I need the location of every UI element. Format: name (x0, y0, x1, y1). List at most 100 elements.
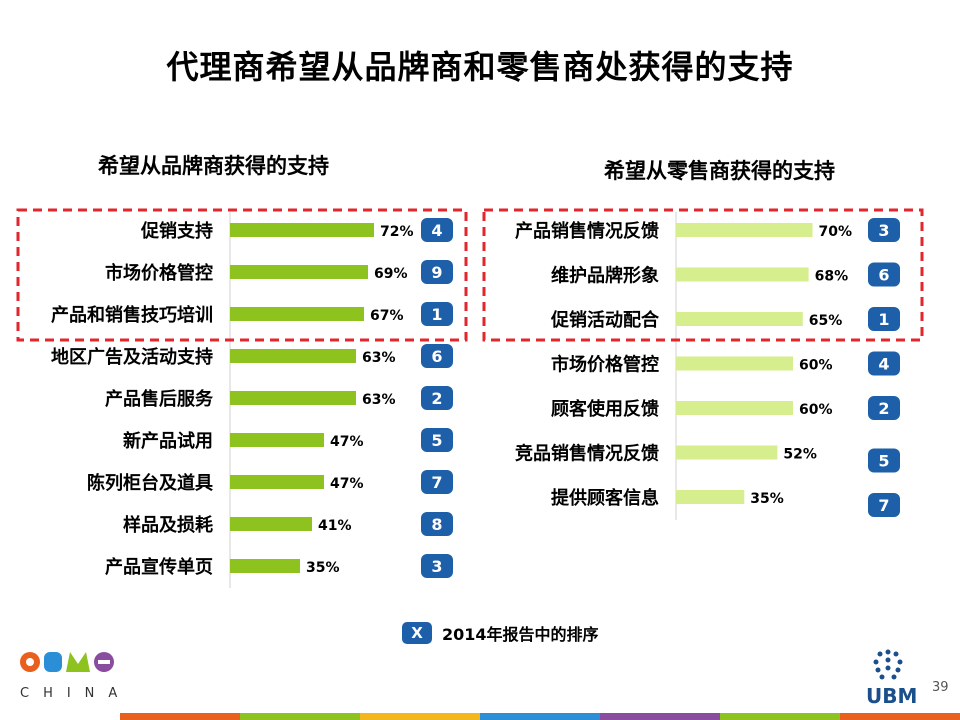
retail-value-label: 65% (809, 313, 843, 329)
strip-segment (120, 713, 240, 720)
retail-category-label: 提供顾客信息 (551, 487, 659, 509)
retail-rank-label: 6 (878, 266, 889, 285)
retail-highlight-box (482, 208, 924, 342)
brand-value-label: 63% (362, 350, 396, 366)
brand-value-label: 69% (374, 266, 408, 282)
retail-value-label: 60% (799, 402, 833, 418)
retail-category-label: 市场价格管控 (551, 354, 659, 376)
brand-category-label: 陈列柜台及道具 (87, 472, 213, 494)
brand-rank-badge (421, 512, 453, 536)
brand-rank-badge (421, 386, 453, 410)
retail-rank-badge (868, 307, 900, 331)
ubm-logo-text: UBM (866, 684, 918, 708)
legend-text: 2014年报告中的排序 (442, 625, 599, 644)
retail-rank-label: 3 (878, 221, 889, 240)
retail-rank-label: 1 (878, 310, 889, 329)
retail-rank-badge (868, 218, 900, 242)
brand-value-label: 47% (330, 476, 364, 492)
strip-segment (720, 713, 840, 720)
retail-bar (676, 445, 778, 460)
retail-value-label: 52% (783, 447, 817, 463)
strip-segment (840, 713, 960, 720)
retail-rank-label: 7 (878, 496, 889, 515)
retail-rank-badge (868, 493, 900, 517)
brand-rank-badge (421, 218, 453, 242)
retail-value-label: 35% (750, 491, 784, 507)
brand-bar (230, 433, 324, 447)
retail-bar (676, 490, 745, 504)
brand-category-label: 新产品试用 (123, 430, 213, 452)
brand-rank-badge (421, 260, 453, 284)
brand-category-label: 产品宣传单页 (105, 556, 213, 578)
retail-bar (676, 312, 803, 326)
brand-rank-label: 3 (431, 557, 442, 576)
retail-chart-title: 希望从零售商获得的支持 (604, 159, 835, 183)
page-number: 39 (932, 680, 949, 695)
retail-category-label: 维护品牌形象 (551, 265, 659, 287)
brand-category-label: 地区广告及活动支持 (51, 346, 213, 368)
brand-value-label: 67% (370, 308, 404, 324)
brand-rank-badge (421, 302, 453, 326)
brand-value-label: 35% (306, 560, 340, 576)
legend-badge: X (402, 622, 432, 644)
retail-rank-badge (868, 448, 900, 473)
brand-bar (230, 349, 356, 363)
retail-bar (676, 356, 793, 371)
brand-bar (230, 475, 324, 489)
strip-segment (360, 713, 480, 720)
brand-rank-label: 1 (431, 305, 442, 324)
brand-value-label: 63% (362, 392, 396, 408)
retail-rank-label: 2 (878, 399, 889, 418)
brand-rank-badge (421, 428, 453, 452)
brand-category-label: 促销支持 (140, 220, 213, 242)
brand-rank-badge (421, 344, 453, 368)
cbme-logo-subtext: CHINA (20, 686, 132, 701)
brand-value-label: 72% (380, 224, 414, 240)
retail-rank-badge (868, 351, 900, 376)
retail-value-label: 70% (819, 224, 853, 240)
retail-value-label: 68% (815, 269, 849, 285)
retail-rank-label: 4 (878, 355, 889, 374)
footer-color-strip (120, 713, 960, 720)
brand-category-label: 样品及损耗 (123, 514, 213, 536)
strip-segment (480, 713, 600, 720)
retail-rank-badge (868, 396, 900, 420)
brand-bar (230, 265, 368, 279)
retail-bar (676, 223, 813, 237)
retail-rank-badge (868, 262, 900, 287)
brand-bar (230, 391, 356, 405)
brand-rank-label: 8 (431, 515, 442, 534)
brand-rank-label: 5 (431, 431, 442, 450)
slide-title: 代理商希望从品牌商和零售商处获得的支持 (166, 48, 794, 86)
brand-bar (230, 559, 300, 573)
brand-bar (230, 223, 374, 237)
brand-category-label: 市场价格管控 (105, 262, 213, 284)
brand-rank-label: 9 (431, 263, 442, 282)
brand-rank-label: 7 (431, 473, 442, 492)
retail-category-label: 竞品销售情况反馈 (515, 443, 659, 465)
retail-category-label: 促销活动配合 (550, 309, 660, 331)
brand-value-label: 47% (330, 434, 364, 450)
brand-category-label: 产品售后服务 (105, 388, 214, 410)
retail-category-label: 顾客使用反馈 (551, 398, 659, 420)
brand-rank-label: 2 (431, 389, 442, 408)
brand-rank-badge (421, 470, 453, 494)
brand-category-label: 产品和销售技巧培训 (51, 304, 213, 326)
legend: X 2014年报告中的排序 (402, 621, 599, 645)
retail-value-label: 60% (799, 358, 833, 374)
strip-segment (600, 713, 720, 720)
brand-chart-title: 希望从品牌商获得的支持 (98, 154, 329, 178)
ubm-logo-icon (873, 649, 903, 680)
brand-rank-badge (421, 554, 453, 578)
brand-bar (230, 517, 312, 531)
retail-category-label: 产品销售情况反馈 (515, 220, 659, 242)
brand-value-label: 41% (318, 518, 352, 534)
brand-rank-label: 4 (431, 221, 442, 240)
strip-segment (240, 713, 360, 720)
cbme-logo-icon (20, 652, 114, 672)
retail-rank-label: 5 (878, 452, 889, 471)
retail-bar (676, 401, 793, 415)
brand-rank-label: 6 (431, 347, 442, 366)
brand-bar (230, 307, 364, 321)
